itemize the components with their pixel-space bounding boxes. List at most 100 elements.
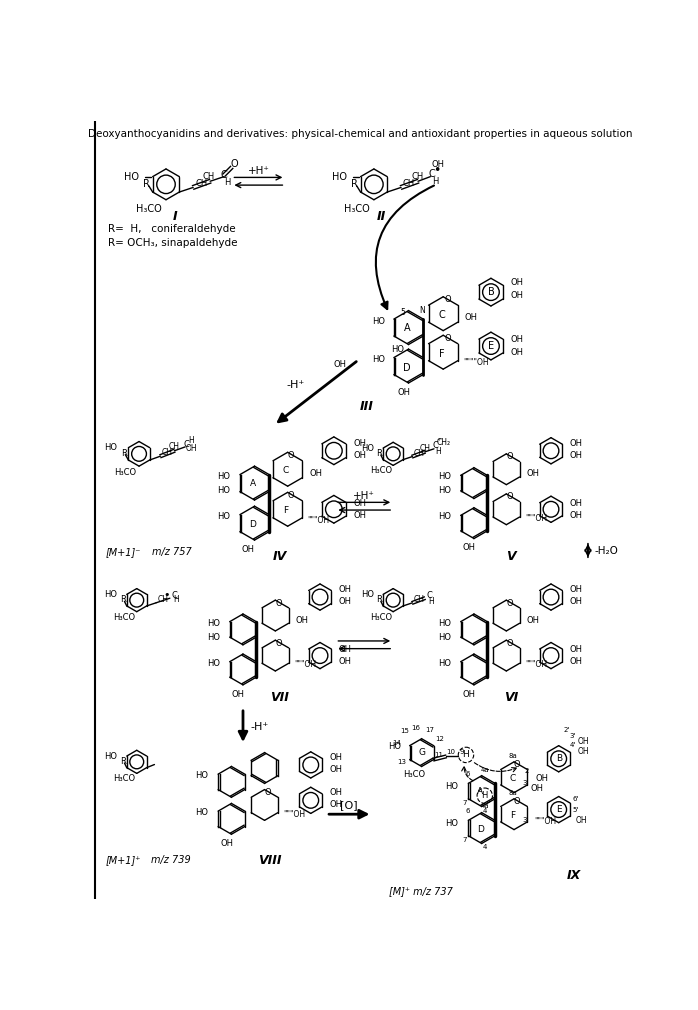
Text: H: H: [428, 597, 433, 606]
Text: CH: CH: [419, 443, 430, 452]
Text: HO: HO: [332, 172, 347, 182]
Text: II: II: [377, 210, 386, 223]
Text: C: C: [172, 591, 177, 600]
Text: 4: 4: [482, 843, 487, 849]
Text: C: C: [184, 440, 190, 449]
Text: VI: VI: [504, 691, 518, 704]
Text: A: A: [403, 322, 410, 332]
Text: O: O: [288, 491, 294, 500]
Text: OH: OH: [570, 450, 582, 460]
Text: 14: 14: [392, 740, 401, 746]
Text: OH: OH: [511, 335, 524, 344]
Text: CH: CH: [412, 172, 424, 181]
Text: D: D: [250, 520, 256, 529]
Text: 6: 6: [466, 772, 470, 777]
Text: OH: OH: [339, 597, 352, 606]
Text: HO: HO: [438, 473, 451, 482]
Text: H₃CO: H₃CO: [113, 613, 135, 621]
Text: CH: CH: [169, 442, 180, 451]
Text: OH: OH: [186, 444, 197, 452]
Text: OH: OH: [570, 438, 582, 447]
Text: V: V: [506, 549, 516, 563]
Text: OH: OH: [463, 543, 476, 552]
Text: """"OH: """"OH: [463, 359, 489, 368]
Text: H: H: [482, 791, 488, 800]
Text: OH: OH: [570, 597, 582, 606]
Text: A: A: [250, 479, 256, 488]
FancyArrowPatch shape: [376, 186, 434, 309]
Text: CH: CH: [202, 172, 215, 181]
Text: H: H: [432, 177, 438, 186]
Text: 8a: 8a: [508, 752, 517, 759]
Text: C: C: [221, 170, 228, 180]
Text: •: •: [433, 164, 440, 177]
Text: [M+1]⁺: [M+1]⁺: [106, 855, 141, 866]
Text: VII: VII: [271, 691, 290, 704]
Text: D: D: [477, 825, 484, 834]
Text: CH: CH: [414, 595, 425, 604]
Text: R: R: [120, 595, 126, 604]
Text: OH: OH: [232, 690, 245, 699]
Text: 6': 6': [572, 796, 579, 802]
Text: m/z 739: m/z 739: [151, 855, 191, 866]
Text: H₃CO: H₃CO: [403, 770, 425, 779]
Text: OH: OH: [463, 690, 476, 699]
Text: F: F: [510, 811, 515, 820]
Text: HO: HO: [217, 512, 230, 521]
Text: 11: 11: [433, 751, 443, 758]
Text: ⁺: ⁺: [436, 436, 440, 445]
Text: -H⁺: -H⁺: [286, 380, 304, 390]
Text: 8a: 8a: [508, 790, 517, 796]
Text: F: F: [439, 348, 445, 359]
Text: R: R: [120, 756, 126, 766]
Text: 3': 3': [570, 732, 576, 738]
Text: VIII: VIII: [258, 853, 282, 867]
Text: O: O: [231, 160, 239, 170]
Text: OH: OH: [295, 616, 309, 624]
Text: OH: OH: [221, 839, 233, 848]
Text: IV: IV: [273, 549, 287, 563]
Text: C: C: [438, 310, 445, 320]
Text: R=  H,   coniferaldehyde: R= H, coniferaldehyde: [108, 224, 236, 234]
Text: 10: 10: [446, 748, 455, 754]
Text: HO: HO: [438, 659, 451, 668]
Text: O: O: [445, 334, 451, 342]
Text: OH: OH: [526, 616, 540, 624]
Text: 16: 16: [411, 725, 420, 731]
Text: 5': 5': [572, 807, 579, 813]
Text: I: I: [173, 210, 177, 223]
Text: 9: 9: [459, 748, 463, 754]
Text: 2: 2: [524, 768, 528, 774]
Text: C: C: [283, 467, 289, 476]
Text: H: H: [188, 436, 194, 445]
Text: O: O: [514, 797, 521, 806]
Text: HO: HO: [445, 782, 459, 791]
Text: OH: OH: [397, 388, 410, 397]
Text: 13: 13: [397, 759, 406, 765]
Text: CH: CH: [414, 449, 425, 458]
Text: CH: CH: [403, 179, 415, 188]
Text: 3: 3: [523, 817, 527, 823]
Text: """OH: """OH: [534, 817, 556, 826]
Text: OH: OH: [570, 499, 582, 508]
Text: HO: HO: [124, 172, 139, 182]
Text: R: R: [143, 180, 150, 189]
Text: HO: HO: [373, 317, 385, 326]
Text: H: H: [224, 179, 230, 187]
Text: OH: OH: [511, 279, 524, 288]
Text: OH: OH: [511, 347, 524, 357]
Text: -H⁺: -H⁺: [251, 722, 269, 732]
Text: H: H: [436, 447, 441, 457]
Text: 7: 7: [463, 800, 467, 806]
Text: [M]⁺ m/z 737: [M]⁺ m/z 737: [389, 886, 453, 896]
Text: HO: HO: [361, 443, 374, 452]
Text: OH: OH: [570, 511, 582, 520]
Text: CH: CH: [158, 595, 168, 604]
Text: CH₂: CH₂: [436, 438, 450, 447]
Text: OH: OH: [329, 765, 342, 774]
Text: CH: CH: [195, 179, 208, 188]
Text: R: R: [121, 448, 127, 458]
Text: +H⁺: +H⁺: [353, 491, 375, 501]
Text: """OH: """OH: [525, 661, 547, 670]
Text: OH: OH: [329, 752, 342, 762]
